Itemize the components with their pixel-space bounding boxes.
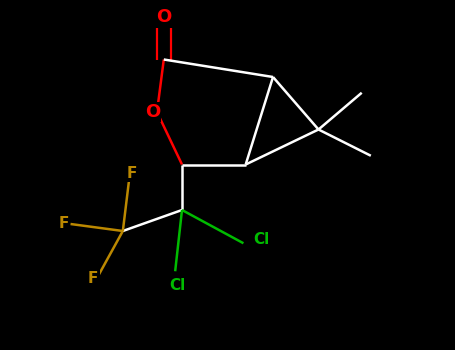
Text: F: F — [127, 166, 137, 181]
Text: O: O — [145, 103, 160, 121]
Text: Cl: Cl — [169, 278, 186, 293]
Text: O: O — [156, 8, 172, 27]
Text: Cl: Cl — [253, 232, 270, 247]
Text: F: F — [88, 271, 98, 286]
Text: F: F — [59, 217, 69, 231]
